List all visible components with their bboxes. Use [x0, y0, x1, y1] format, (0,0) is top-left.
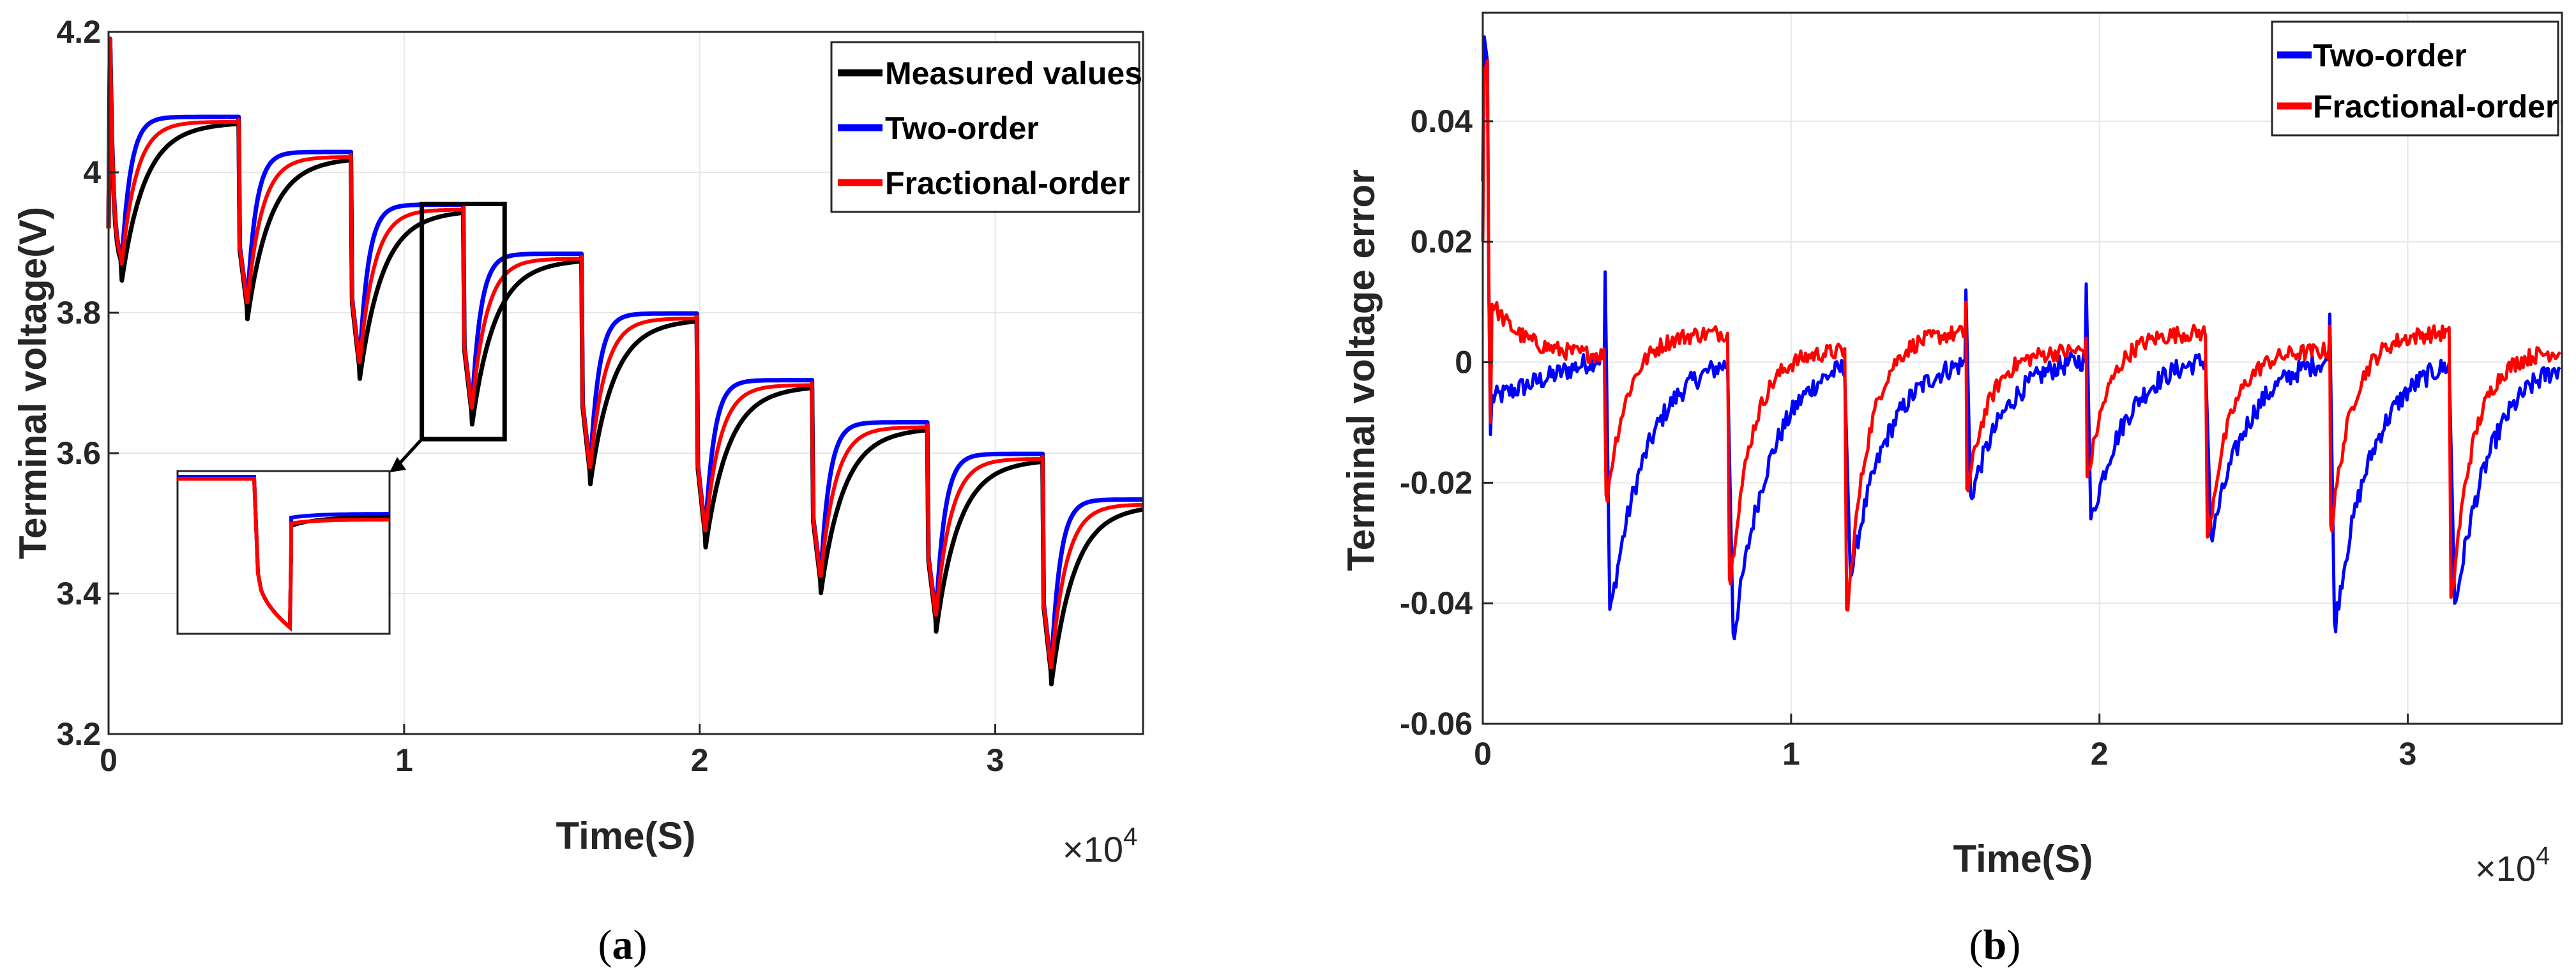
- panel-a-y-axis-label: Terminal voltage(V): [11, 207, 54, 559]
- panel-b-y-axis-label: Terminal voltage error: [1340, 169, 1383, 571]
- panel-b-y-tick-label: 0: [1455, 345, 1473, 380]
- legend-label-two-order: Two-order: [2313, 38, 2467, 73]
- panel-b-y-tick-label: -0.02: [1400, 465, 1473, 500]
- panel-a-y-tick-label: 3.8: [56, 295, 101, 331]
- panel-a-x-tick-label: 1: [395, 742, 413, 778]
- legend-label-two-order: Two-order: [885, 110, 1039, 146]
- panel-a-axes-box: [107, 31, 1144, 735]
- panel-a-y-tick-label: 4.2: [56, 14, 101, 50]
- panel-a-ticks: 0 1 2 3 3.2 3.4 3.6 3.8 4 4.2: [56, 14, 1004, 778]
- panel-a-x-tick-label: 2: [691, 742, 709, 778]
- panel-a-terminal-voltage-chart: 0 1 2 3 3.2 3.4 3.6 3.8 4 4.2 Measured values Two…: [11, 14, 1144, 968]
- panel-a-zoom-arrow: [396, 438, 423, 467]
- panel-a-x-exponent: ×104: [1063, 823, 1137, 869]
- legend-label-measured: Measured values: [885, 56, 1142, 91]
- panel-a-y-tick-label: 4: [83, 154, 101, 190]
- panel-b-axes-box: [1481, 11, 2563, 725]
- inset-line-fractional: [178, 477, 390, 632]
- panel-b-y-tick-label: 0.02: [1411, 224, 1473, 260]
- panel-b-y-tick-label: -0.04: [1400, 585, 1473, 621]
- panel-a-line-two-order: [106, 36, 1144, 668]
- panel-a-inset-lines: [178, 475, 390, 632]
- panel-b-x-tick-label: 2: [2091, 736, 2109, 772]
- panel-b-x-axis-label: Time(S): [1953, 837, 2093, 880]
- panel-a-caption: (a): [598, 922, 648, 968]
- panel-b-line-fractional: [1481, 59, 2561, 612]
- panel-b-x-exponent: ×104: [2475, 842, 2550, 888]
- panel-a-y-tick-label: 3.2: [56, 716, 101, 752]
- panel-b-y-tick-label: -0.06: [1400, 706, 1473, 742]
- panel-a-line-measured: [106, 36, 1144, 687]
- panel-a-x-tick-label: 3: [987, 742, 1004, 778]
- panel-b-x-tick-label: 0: [1474, 736, 1492, 772]
- panel-a-y-tick-label: 3.6: [56, 435, 101, 471]
- panel-a-inset-zoom: [176, 470, 391, 635]
- panel-a-zoom-window: [420, 202, 507, 442]
- panel-b-legend: Two-order Fractional-order: [2271, 20, 2559, 137]
- panel-a-legend: Measured values Two-order Fractional-ord…: [830, 41, 1142, 213]
- legend-label-fractional: Fractional-order: [2313, 89, 2557, 124]
- panel-a-y-tick-label: 3.4: [56, 576, 101, 611]
- panel-b-series-lines: [1481, 35, 2561, 641]
- panel-a-series-lines: [106, 36, 1144, 687]
- panel-b-caption: (b): [1969, 922, 2021, 968]
- panel-b-ticks: 0 1 2 3 -0.06 -0.04 -0.02 0 0.02 0.04: [1400, 103, 2416, 772]
- panel-b-x-tick-label: 1: [1782, 736, 1800, 772]
- panel-a-x-tick-label: 0: [100, 742, 117, 778]
- panel-b-y-tick-label: 0.04: [1411, 103, 1473, 139]
- panel-a-x-axis-label: Time(S): [556, 814, 696, 857]
- legend-label-fractional: Fractional-order: [885, 165, 1130, 201]
- panel-b-line-two-order: [1481, 35, 2561, 641]
- panel-b-voltage-error-chart: 0 1 2 3 -0.06 -0.04 -0.02 0 0.02 0.04 Two-order F…: [1340, 11, 2563, 968]
- panel-a-zoom-arrowhead: [390, 457, 406, 472]
- panel-b-x-tick-label: 3: [2399, 736, 2417, 772]
- panel-a-line-fractional: [107, 37, 1144, 670]
